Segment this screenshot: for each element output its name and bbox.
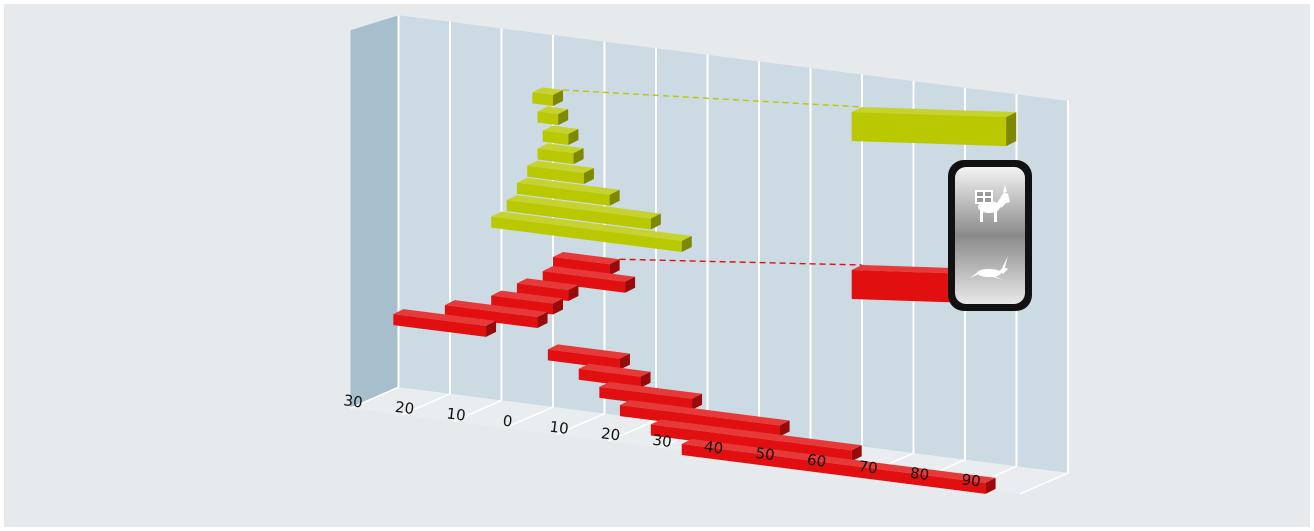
tick-label: 20 [394,398,415,418]
bar-red-7 [578,363,651,388]
summary-bar-green [851,107,1017,147]
bar-green-6 [506,195,661,230]
bar-red-8 [599,381,703,410]
bar-red-6 [547,344,630,370]
donkey-icon [975,185,1010,222]
oblique-bar-chart: 30 20 10 0 10 20 30 40 50 60 70 80 90 [343,15,1069,495]
bar-red-4 [444,300,548,329]
legend [948,160,1032,311]
bar-green-1 [537,106,569,126]
bar-red-9 [619,400,790,437]
tick-label: 0 [502,412,514,431]
bar-green-3 [537,143,584,165]
bar-green-4 [527,160,594,184]
floor-gridline [607,419,657,442]
tick-label: 10 [549,418,570,438]
bar-green-2 [542,125,579,145]
chart-area: 30 20 10 0 10 20 30 40 50 60 70 80 90 [4,4,1310,527]
tick-label: 50 [755,444,776,464]
tick-label: 20 [600,424,621,444]
bar-green-0 [532,87,563,106]
floor-gridline [453,399,502,423]
legend-panel [955,167,1025,304]
tick-label: 10 [446,404,467,424]
floor-gridline [504,406,554,429]
bar-red-10 [650,419,862,462]
bar-green-7 [491,211,692,252]
floor-gridline [1019,472,1069,495]
hare-icon [970,256,1008,280]
side-wall [350,15,399,409]
bar-red-2 [516,278,579,301]
tick-label: 80 [909,464,930,484]
floor-gridline [401,393,451,416]
floor-gridline [350,386,399,409]
bar-red-5 [393,309,497,337]
tick-label: 40 [703,437,724,457]
bar-red-1 [542,266,636,293]
floor-gridline [556,412,605,436]
tick-label: 70 [858,457,879,477]
tick-label: 90 [961,470,982,490]
connector-red [619,258,862,266]
tick-label: 30 [343,391,364,411]
tick-label: 60 [806,451,827,471]
bar-green-5 [516,177,620,206]
tick-label: 30 [652,431,673,451]
bar-red-0 [553,252,620,276]
bar-red-11 [681,438,996,494]
bar-red-3 [491,290,563,315]
